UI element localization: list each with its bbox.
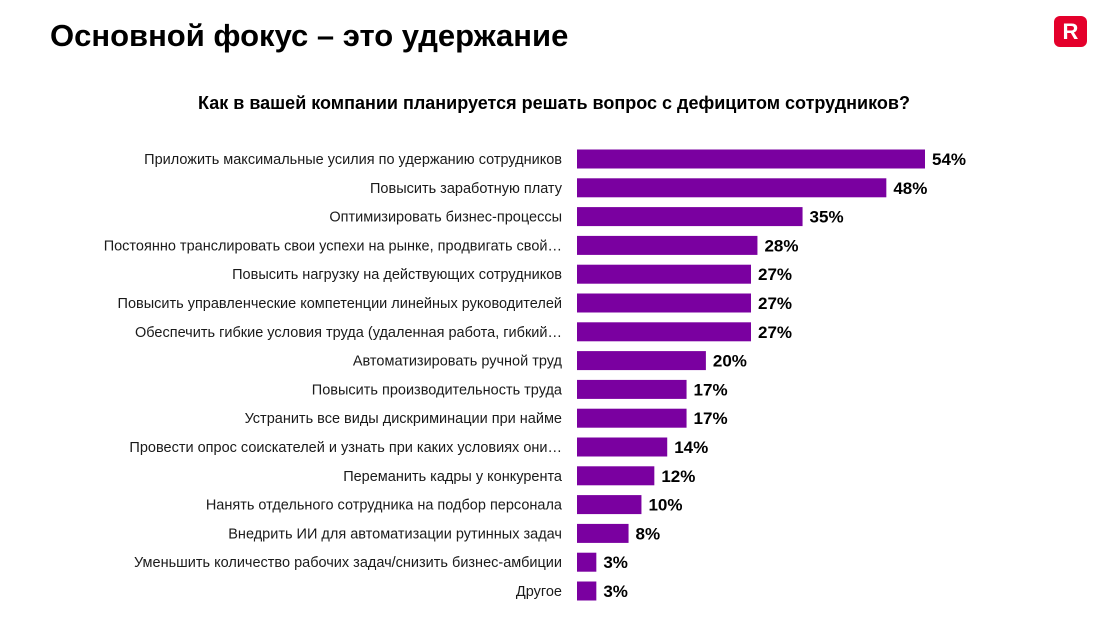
data-label: 17% (694, 380, 728, 399)
category-label: Уменьшить количество рабочих задач/снизи… (134, 555, 562, 571)
bar (577, 293, 751, 313)
data-label: 3% (603, 553, 628, 572)
page-title: Основной фокус – это удержание (50, 18, 569, 53)
data-label: 28% (764, 236, 798, 255)
category-label: Нанять отдельного сотрудника на подбор п… (206, 498, 563, 514)
data-label: 27% (758, 265, 792, 284)
data-label: 20% (713, 352, 747, 371)
bar (577, 408, 687, 428)
data-label: 12% (661, 467, 695, 486)
bar (577, 581, 597, 601)
category-label: Повысить нагрузку на действующих сотрудн… (232, 267, 562, 283)
bar (577, 523, 629, 543)
category-label: Повысить заработную плату (370, 181, 563, 197)
bar (577, 149, 925, 169)
bar (577, 495, 642, 515)
bar (577, 264, 751, 284)
bar (577, 437, 668, 457)
data-label: 48% (893, 179, 927, 198)
brand-logo: R (1054, 16, 1087, 47)
bar (577, 351, 706, 371)
category-label: Переманить кадры у конкурента (343, 469, 563, 485)
data-label: 3% (603, 582, 628, 601)
category-label: Провести опрос соискателей и узнать при … (129, 440, 562, 456)
bar (577, 235, 758, 255)
category-label: Повысить управленческие компетенции лине… (118, 296, 562, 312)
bar (577, 466, 655, 486)
category-label: Постоянно транслировать свои успехи на р… (104, 238, 562, 254)
bar (577, 207, 803, 227)
category-label: Оптимизировать бизнес-процессы (329, 210, 562, 226)
chart-title: Как в вашей компании планируется решать … (198, 93, 910, 113)
bar (577, 552, 597, 572)
data-label: 54% (932, 150, 966, 169)
category-label: Устранить все виды дискриминации при най… (245, 411, 562, 427)
data-label: 8% (636, 524, 661, 543)
category-label: Внедрить ИИ для автоматизации рутинных з… (228, 526, 562, 542)
category-label: Другое (516, 584, 562, 600)
category-label: Обеспечить гибкие условия труда (удаленн… (135, 325, 562, 341)
bar (577, 322, 751, 342)
category-label: Автоматизировать ручной труд (353, 354, 563, 370)
bar (577, 178, 887, 198)
data-label: 17% (694, 409, 728, 428)
data-label: 27% (758, 323, 792, 342)
category-label: Приложить максимальные усилия по удержан… (144, 152, 562, 168)
data-label: 27% (758, 294, 792, 313)
data-label: 35% (810, 208, 844, 227)
category-label: Повысить производительность труда (312, 382, 563, 398)
data-label: 10% (648, 496, 682, 515)
bar (577, 379, 687, 399)
data-label: 14% (674, 438, 708, 457)
